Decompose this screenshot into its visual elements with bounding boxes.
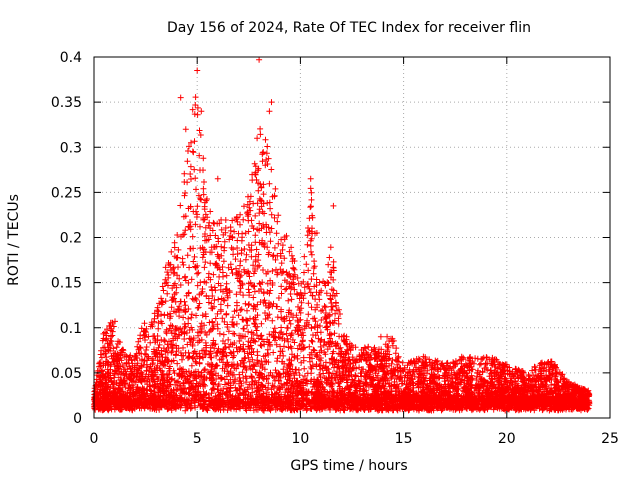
- y-axis-label: ROTI / TECUs: [6, 194, 22, 286]
- y-tick-label: 0: [73, 411, 82, 427]
- x-axis-label: GPS time / hours: [290, 458, 407, 474]
- chart-title: Day 156 of 2024, Rate Of TEC Index for r…: [167, 20, 531, 36]
- y-tick-label: 0.1: [60, 321, 82, 337]
- y-tick-label: 0.2: [60, 231, 82, 247]
- data-points: [91, 56, 593, 414]
- y-tick-label: 0.25: [51, 185, 82, 201]
- y-tick-label: 0.15: [51, 276, 82, 292]
- x-tick-label: 10: [291, 431, 309, 447]
- y-tick-label: 0.3: [60, 140, 82, 156]
- y-tick-label: 0.05: [51, 366, 82, 382]
- x-tick-label: 20: [498, 431, 516, 447]
- x-tick-label: 0: [90, 431, 99, 447]
- axis-ticks: 0 0.05 0.1 0.15 0.2 0.25 0.3 0.35 0.4 0 5 10 15 20 25: [51, 50, 619, 447]
- roti-data-points: [91, 56, 593, 414]
- x-tick-label: 15: [395, 431, 413, 447]
- y-tick-label: 0.35: [51, 95, 82, 111]
- x-tick-label: 25: [601, 431, 619, 447]
- x-tick-label: 5: [193, 431, 202, 447]
- y-tick-label: 0.4: [60, 50, 82, 66]
